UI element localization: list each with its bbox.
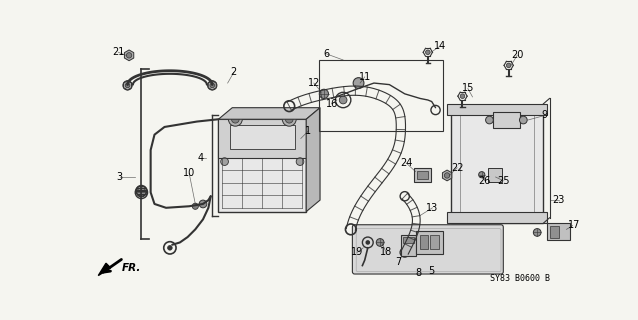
Bar: [403, 237, 414, 243]
Polygon shape: [218, 108, 320, 119]
Circle shape: [232, 116, 239, 123]
Bar: [547, 223, 570, 240]
Text: 22: 22: [451, 163, 463, 173]
Circle shape: [210, 83, 214, 88]
Circle shape: [285, 116, 293, 123]
Text: 9: 9: [542, 110, 548, 120]
Circle shape: [123, 81, 132, 90]
Circle shape: [507, 63, 511, 68]
Text: 12: 12: [308, 78, 320, 88]
Bar: [447, 104, 547, 116]
Circle shape: [460, 94, 465, 99]
Circle shape: [228, 112, 242, 126]
FancyBboxPatch shape: [352, 225, 503, 274]
Bar: [493, 112, 520, 129]
Polygon shape: [98, 263, 110, 276]
Circle shape: [319, 89, 329, 99]
Text: 11: 11: [359, 72, 371, 82]
Text: 8: 8: [415, 268, 422, 278]
Bar: [416, 231, 443, 254]
Text: 5: 5: [429, 266, 435, 276]
Bar: [417, 171, 428, 179]
Bar: [420, 235, 428, 249]
Text: 20: 20: [511, 50, 523, 60]
Circle shape: [168, 245, 172, 250]
Text: 24: 24: [400, 158, 413, 168]
Text: 4: 4: [198, 153, 204, 163]
Text: 2: 2: [231, 67, 237, 77]
Bar: [430, 235, 440, 249]
Circle shape: [126, 53, 132, 58]
Circle shape: [366, 240, 370, 245]
Circle shape: [486, 116, 493, 124]
Circle shape: [125, 83, 130, 88]
Text: SY83 B0600 B: SY83 B0600 B: [490, 274, 550, 283]
Text: 7: 7: [396, 257, 402, 267]
Circle shape: [199, 200, 207, 208]
Text: 17: 17: [568, 220, 581, 230]
Bar: [447, 212, 547, 223]
Bar: [451, 108, 544, 223]
Text: 25: 25: [497, 176, 510, 186]
Circle shape: [282, 112, 296, 126]
Circle shape: [192, 203, 198, 209]
Text: 15: 15: [462, 84, 474, 93]
Text: 3: 3: [117, 172, 123, 182]
Text: 18: 18: [380, 247, 392, 258]
Polygon shape: [442, 170, 452, 181]
Text: 13: 13: [426, 203, 438, 213]
Text: 14: 14: [434, 41, 447, 51]
Text: 16: 16: [325, 99, 338, 109]
Circle shape: [339, 96, 347, 104]
Circle shape: [137, 188, 146, 197]
Text: 23: 23: [553, 195, 565, 205]
Text: 1: 1: [306, 126, 311, 136]
Text: FR.: FR.: [121, 263, 141, 273]
Bar: [318, 60, 443, 131]
Text: 10: 10: [183, 168, 195, 178]
Bar: [218, 119, 306, 212]
Circle shape: [376, 239, 384, 246]
Bar: [401, 235, 416, 256]
Text: 19: 19: [351, 247, 363, 258]
Circle shape: [353, 78, 364, 88]
Polygon shape: [124, 81, 131, 90]
Text: 21: 21: [112, 47, 124, 57]
Text: 6: 6: [323, 49, 329, 59]
Bar: [230, 125, 295, 148]
Bar: [414, 168, 431, 182]
Circle shape: [519, 116, 527, 124]
Polygon shape: [208, 81, 216, 90]
Text: 26: 26: [478, 176, 491, 186]
Circle shape: [207, 81, 217, 90]
Circle shape: [533, 228, 541, 236]
Circle shape: [296, 158, 304, 165]
Circle shape: [221, 158, 228, 165]
Bar: [549, 226, 559, 238]
Bar: [488, 168, 501, 182]
Circle shape: [478, 172, 485, 178]
Polygon shape: [306, 108, 320, 212]
Bar: [218, 119, 306, 158]
Circle shape: [426, 50, 430, 55]
Circle shape: [445, 173, 450, 178]
Polygon shape: [124, 50, 134, 61]
